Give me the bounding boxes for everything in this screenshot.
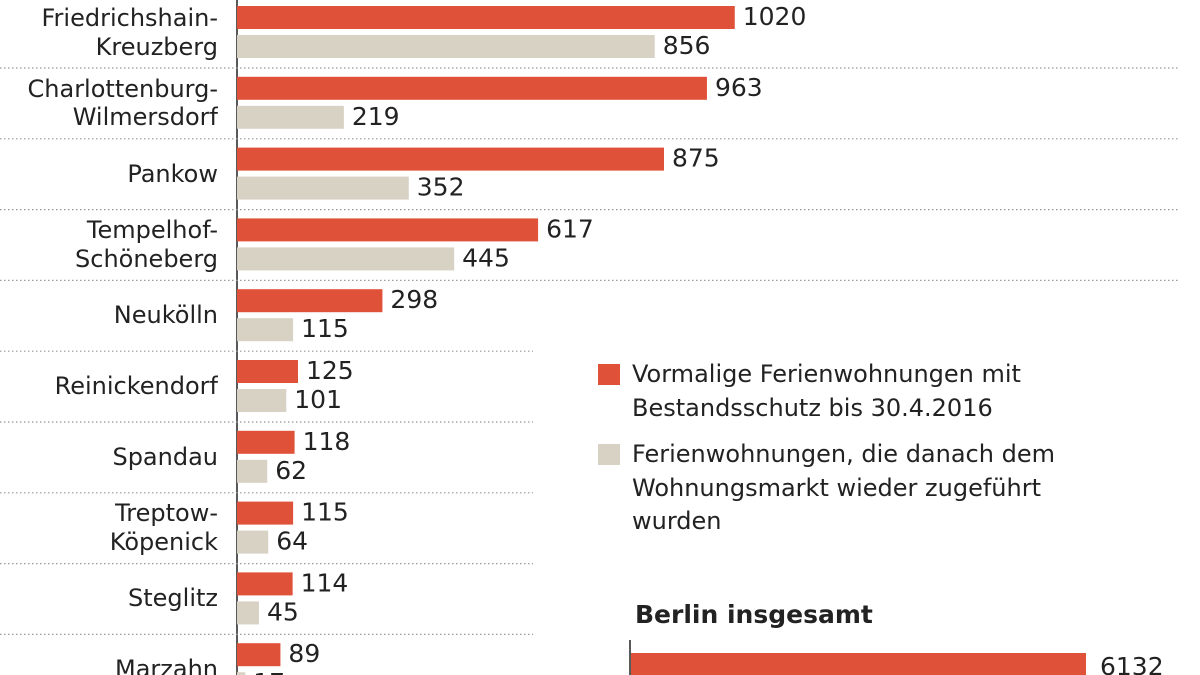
value-label: 125: [306, 356, 354, 385]
total-title: Berlin insgesamt: [635, 600, 873, 629]
bar: [237, 643, 281, 667]
bar: [237, 501, 294, 525]
category-label-box: Reinickendorf: [54, 372, 218, 401]
value-label: 6132: [1100, 652, 1164, 675]
category-label-box: Pankow: [127, 159, 218, 188]
value-label: 114: [301, 568, 349, 597]
bar: [237, 430, 295, 454]
value-label: 219: [352, 102, 400, 131]
bar: [237, 289, 383, 313]
value-label: 1020: [743, 2, 807, 31]
category-label: Pankow: [127, 159, 218, 188]
bar: [237, 147, 664, 171]
category-label: Treptow-Köpenick: [109, 499, 218, 557]
legend-label-box: Ferienwohnungen, die danach dem Wohnungs…: [632, 440, 1055, 536]
value-label: 856: [663, 31, 711, 60]
category-label: Friedrichshain-Kreuzberg: [41, 3, 219, 61]
bar: [237, 360, 298, 383]
legend-swatch: [598, 444, 620, 465]
category-label: Neukölln: [113, 301, 218, 330]
value-label: 352: [417, 173, 465, 202]
category-label-box: Neukölln: [113, 301, 218, 330]
category-label-box: Spandau: [112, 442, 218, 471]
value-label: 101: [294, 385, 342, 414]
value-label: 298: [390, 285, 438, 314]
value-label: 89: [288, 639, 320, 668]
category-label: Steglitz: [128, 584, 218, 613]
category-label: Charlottenburg-Wilmersdorf: [27, 74, 218, 132]
bar: [237, 35, 655, 58]
legend-swatch: [598, 364, 620, 385]
value-label: 45: [267, 597, 299, 626]
value-label: 617: [546, 214, 594, 243]
bar: [237, 601, 259, 625]
bar: [237, 105, 344, 129]
bar: [237, 76, 707, 100]
value-label: 118: [303, 427, 351, 456]
category-label-box: Steglitz: [128, 584, 218, 613]
bar: [237, 247, 455, 271]
category-label-box: Marzahn: [114, 655, 218, 675]
value-label: 17: [253, 668, 285, 675]
value-label: 64: [276, 527, 308, 556]
category-label: Spandau: [112, 442, 218, 471]
legend-label: Vormalige Ferienwohnungen mit Bestandssc…: [632, 360, 1021, 422]
value-label: 963: [715, 73, 763, 102]
category-label: Tempelhof-Schöneberg: [75, 216, 218, 273]
bar: [237, 176, 409, 200]
bar: [237, 672, 246, 675]
bar: [237, 218, 539, 242]
bar: [237, 318, 294, 342]
legend-label: Ferienwohnungen, die danach dem Wohnungs…: [632, 440, 1055, 536]
value-label: 875: [672, 144, 720, 173]
bar: [237, 389, 287, 412]
bar: [237, 6, 735, 29]
bar: [237, 530, 269, 554]
category-label-box: Charlottenburg-Wilmersdorf: [27, 74, 218, 132]
value-label: 445: [462, 243, 510, 272]
bar: [237, 459, 268, 483]
legend-label-box: Vormalige Ferienwohnungen mit Bestandssc…: [632, 360, 1021, 422]
category-label: Reinickendorf: [54, 372, 218, 401]
category-label: Marzahn: [114, 655, 218, 675]
category-label-box: Tempelhof-Schöneberg: [75, 216, 218, 273]
category-label-box: Friedrichshain-Kreuzberg: [41, 3, 219, 61]
category-label-box: Treptow-Köpenick: [109, 499, 218, 557]
bar: [237, 572, 293, 596]
value-label: 115: [301, 314, 349, 343]
value-label: 115: [301, 498, 349, 527]
bar: [631, 653, 1086, 675]
value-label: 62: [275, 456, 307, 485]
